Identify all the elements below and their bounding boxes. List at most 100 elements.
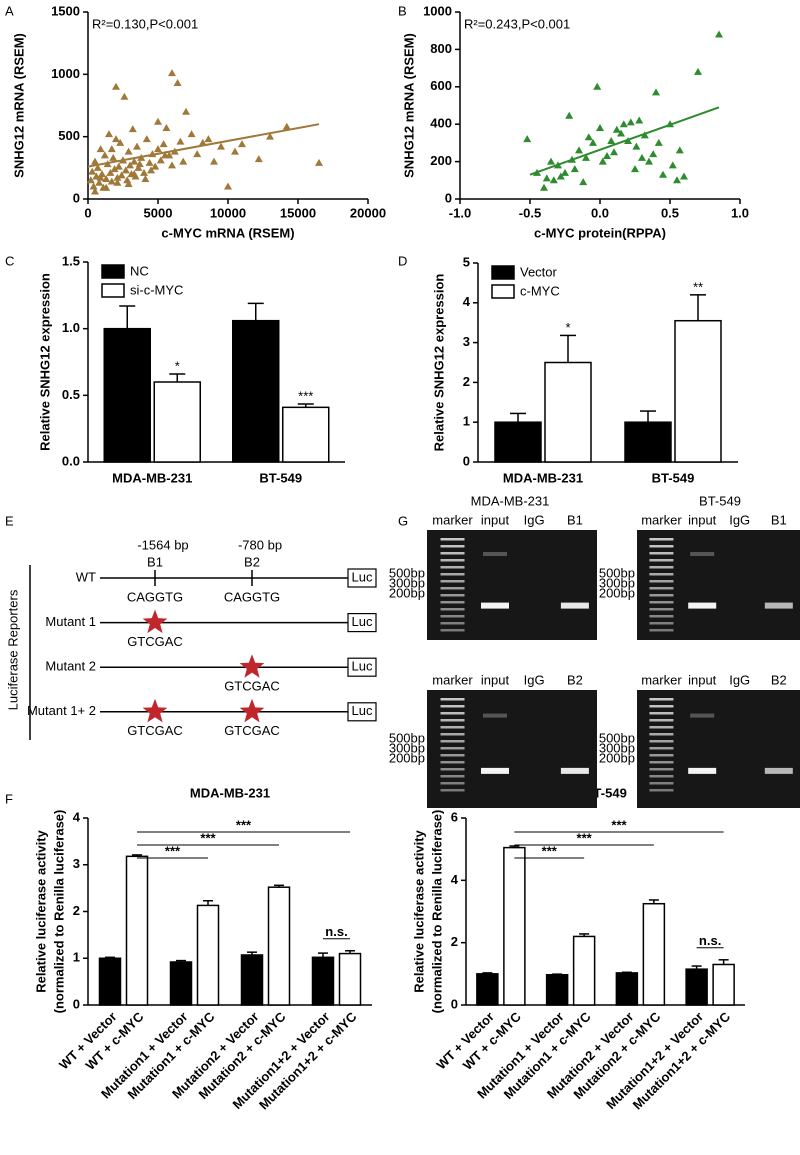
gel-column-title: BT-549 (699, 493, 741, 508)
site-name: B1 (147, 554, 163, 569)
point (98, 170, 106, 178)
ladder-band (649, 552, 674, 555)
point (154, 145, 162, 153)
legend-label: si-c-MYC (130, 282, 183, 297)
ladder-band (649, 608, 674, 611)
x-tick-label: 1.0 (731, 205, 749, 220)
lane-label: marker (432, 512, 473, 527)
y-tick-label: 400 (430, 116, 452, 131)
site-sequence: GTCGAC (224, 723, 280, 738)
ladder-band (440, 698, 465, 701)
gel-image (427, 530, 597, 640)
band (688, 767, 717, 774)
ladder-band (440, 747, 465, 750)
ladder-band (649, 747, 674, 750)
point (154, 117, 162, 125)
point (105, 130, 113, 138)
panel-label: F (5, 791, 13, 806)
bracket-label: *** (542, 843, 558, 858)
ladder-band (440, 629, 465, 632)
point (649, 150, 658, 158)
ladder-band (440, 733, 465, 736)
ladder-band (440, 580, 465, 583)
y-tick-label: 0 (451, 996, 458, 1011)
ladder-band (649, 782, 674, 785)
point (112, 82, 120, 90)
x-tick-label: 0.5 (661, 205, 679, 220)
ladder-band (649, 545, 674, 548)
x-tick-label: MDA-MB-231 (503, 470, 583, 485)
lane-label: B2 (771, 672, 787, 687)
row-name: Mutant 2 (45, 659, 96, 674)
size-label: 300bp (389, 741, 425, 756)
point (93, 163, 102, 171)
reporter-box (347, 612, 377, 633)
bar (712, 963, 735, 1006)
x-axis-label: c-MYC mRNA (RSEM) (161, 225, 294, 240)
y-axis-label: (normalized to Renilla luciferase) (429, 810, 444, 1014)
point (610, 148, 618, 156)
ladder-band (649, 705, 674, 708)
size-label: 200bp (389, 751, 425, 766)
lane-label: IgG (729, 672, 750, 687)
y-tick-label: 3 (73, 856, 80, 871)
mutation-star (142, 609, 168, 634)
y-tick-label: 600 (430, 78, 452, 93)
ladder-band (649, 740, 674, 743)
bracket-label: *** (236, 817, 252, 832)
point (694, 67, 702, 75)
point (168, 69, 176, 77)
ladder-band (440, 726, 465, 729)
panel-label: E (5, 513, 14, 528)
ladder-band (649, 594, 674, 597)
site-sequence: GTCGAC (127, 723, 183, 738)
point (542, 174, 551, 182)
reporter-box (347, 568, 377, 588)
ladder-band (440, 538, 465, 541)
band (688, 602, 717, 609)
bar (476, 973, 499, 1006)
ladder-band (649, 712, 674, 715)
point (173, 79, 182, 87)
size-label: 200bp (599, 751, 635, 766)
point (124, 180, 133, 188)
point (266, 132, 274, 140)
ladder-band (649, 775, 674, 778)
lane-label: IgG (524, 512, 545, 527)
x-tick-label: -1.0 (449, 205, 471, 220)
point (162, 123, 171, 131)
reporter-box (347, 702, 377, 722)
point (116, 138, 125, 146)
legend-label: c-MYC (520, 283, 560, 298)
ladder-band (440, 601, 465, 604)
y-axis-label: Relative luciferase activity (411, 829, 426, 992)
point (224, 182, 232, 190)
reporter-label: Luc (352, 659, 373, 674)
point (217, 142, 225, 150)
x-tick-label: 0.0 (591, 205, 609, 220)
point (128, 125, 137, 133)
bar (685, 968, 708, 1006)
y-axis-label: SNHG12 mRNA (RSEM) (401, 33, 416, 178)
point (210, 157, 218, 165)
point (640, 131, 649, 139)
ladder-band (440, 545, 465, 548)
bar (545, 974, 569, 1006)
point (124, 147, 133, 155)
bar (103, 327, 151, 463)
site-sequence: GTCGAC (224, 679, 280, 694)
point (156, 156, 165, 164)
ladder-band (440, 775, 465, 778)
ladder-band (649, 573, 674, 576)
point (635, 116, 644, 124)
ladder-band (649, 559, 674, 562)
point (645, 157, 653, 165)
y-tick-label: 200 (430, 153, 452, 168)
point (675, 146, 684, 154)
x-tick-label: 0 (84, 205, 91, 220)
bar (642, 902, 666, 1006)
x-tick-label: -0.5 (519, 205, 541, 220)
y-tick-label: 1 (73, 950, 80, 965)
point (607, 137, 616, 145)
